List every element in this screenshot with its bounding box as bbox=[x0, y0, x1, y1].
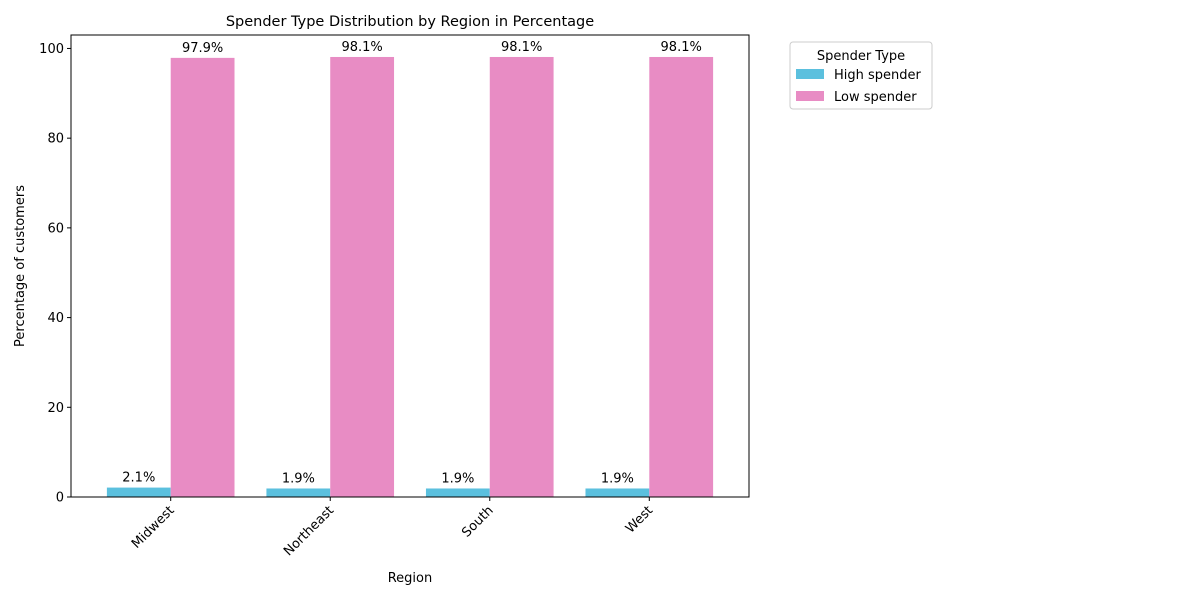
bar-low-spender-northeast bbox=[330, 56, 395, 498]
legend-swatch-low-spender bbox=[796, 91, 824, 101]
legend-frame bbox=[789, 41, 933, 110]
bar-high-spender-midwest bbox=[106, 487, 171, 497]
x-tick-label-midwest: Midwest bbox=[129, 503, 178, 552]
x-tick-label-west: West bbox=[623, 503, 656, 536]
y-tick-label: 20 bbox=[47, 401, 64, 416]
data-label-low-spender-south: 98.1% bbox=[501, 40, 542, 55]
x-axis-label: Region bbox=[388, 571, 433, 586]
data-label-high-spender-midwest: 2.1% bbox=[122, 471, 155, 486]
bars-group bbox=[106, 56, 714, 498]
bar-low-spender-west bbox=[649, 56, 714, 498]
x-tick-label-northeast: Northeast bbox=[281, 503, 337, 559]
y-tick-label: 0 bbox=[56, 491, 64, 506]
legend: Spender Type High spender Low spender bbox=[789, 41, 933, 110]
chart-title: Spender Type Distribution by Region in P… bbox=[226, 14, 594, 30]
bar-high-spender-south bbox=[425, 488, 490, 497]
data-label-low-spender-west: 98.1% bbox=[661, 40, 702, 55]
bar-low-spender-midwest bbox=[170, 57, 235, 497]
data-label-low-spender-midwest: 97.9% bbox=[182, 41, 223, 56]
y-tick-label: 80 bbox=[47, 132, 64, 147]
data-label-high-spender-south: 1.9% bbox=[441, 471, 474, 486]
x-axis: Midwest Northeast South West bbox=[129, 497, 656, 559]
legend-label-low-spender: Low spender bbox=[834, 90, 917, 105]
x-tick-label-south: South bbox=[459, 503, 496, 540]
legend-label-high-spender: High spender bbox=[834, 68, 922, 83]
y-tick-label: 40 bbox=[47, 311, 64, 326]
y-axis: 0 20 40 60 80 100 bbox=[39, 42, 71, 506]
y-tick-label: 60 bbox=[47, 221, 64, 236]
legend-title: Spender Type bbox=[817, 49, 905, 64]
plot-frame bbox=[70, 34, 750, 498]
y-tick-label: 100 bbox=[39, 42, 64, 57]
bar-high-spender-northeast bbox=[266, 488, 331, 497]
data-label-low-spender-northeast: 98.1% bbox=[341, 40, 382, 55]
y-axis-label: Percentage of customers bbox=[13, 185, 28, 347]
bar-high-spender-west bbox=[585, 488, 650, 497]
data-label-high-spender-west: 1.9% bbox=[601, 471, 634, 486]
data-label-high-spender-northeast: 1.9% bbox=[282, 471, 315, 486]
legend-swatch-high-spender bbox=[796, 69, 824, 79]
bar-low-spender-south bbox=[489, 56, 554, 498]
bar-labels-group: 2.1% 1.9% 1.9% 1.9% 97.9% 98.1% 98.1% 98.1% bbox=[122, 40, 702, 486]
